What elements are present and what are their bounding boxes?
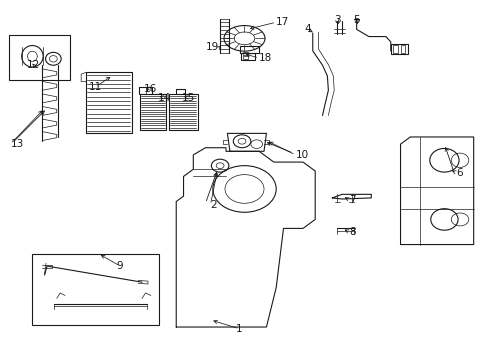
Text: 16: 16 — [144, 84, 157, 94]
Text: 18: 18 — [259, 53, 272, 63]
Bar — [168, 94, 198, 130]
Bar — [32, 253, 159, 325]
Text: 13: 13 — [10, 139, 23, 149]
Bar — [9, 35, 70, 80]
Text: 19: 19 — [205, 42, 219, 52]
Text: 11: 11 — [89, 82, 102, 92]
Bar — [243, 56, 247, 59]
Bar — [390, 44, 407, 54]
Text: 8: 8 — [348, 227, 355, 237]
Text: 3: 3 — [333, 15, 340, 26]
Text: 1: 1 — [236, 324, 243, 334]
Text: 15: 15 — [182, 93, 195, 103]
Text: 4: 4 — [304, 24, 310, 35]
Bar — [400, 45, 405, 53]
Text: 9: 9 — [117, 261, 123, 271]
Bar — [239, 46, 259, 53]
Text: 7: 7 — [348, 195, 355, 205]
Bar — [240, 53, 255, 60]
Bar — [392, 45, 397, 53]
Text: 17: 17 — [276, 17, 289, 27]
Text: 14: 14 — [157, 93, 170, 103]
Bar — [243, 52, 247, 55]
Text: 6: 6 — [456, 168, 462, 178]
Text: 12: 12 — [27, 60, 41, 70]
Bar — [140, 94, 166, 130]
Text: 5: 5 — [353, 15, 359, 26]
Text: 2: 2 — [210, 200, 217, 210]
Text: 10: 10 — [295, 150, 308, 160]
